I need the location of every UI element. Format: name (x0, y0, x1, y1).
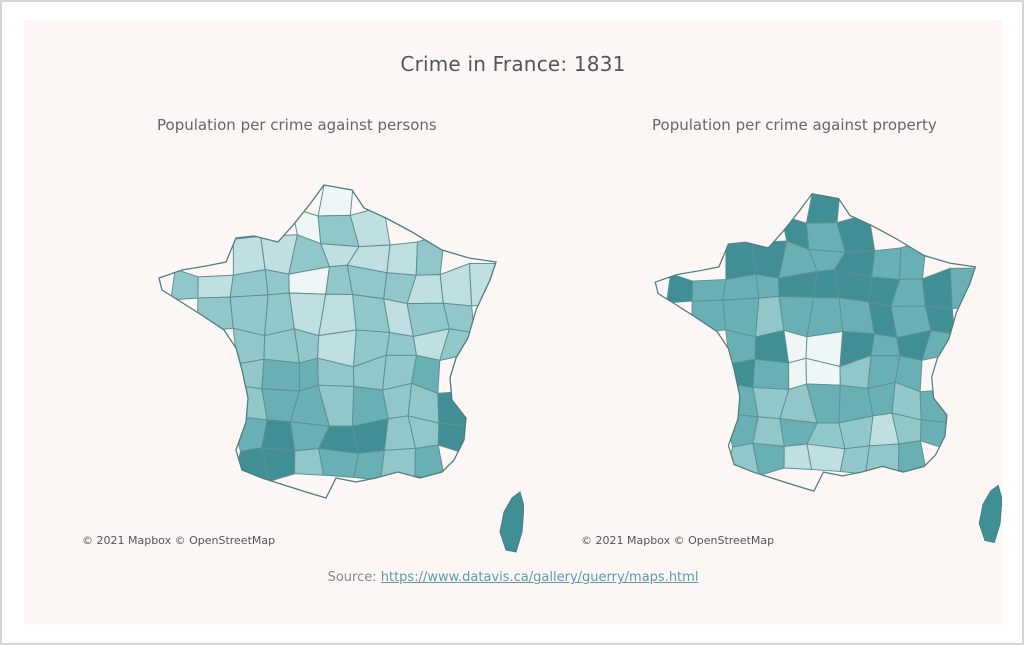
persons-map-department[interactable] (318, 447, 360, 478)
viz-panel: Crime in France: 1831 Population per cri… (24, 20, 1003, 624)
property-map-department[interactable] (839, 445, 870, 475)
property-map-department[interactable] (806, 443, 846, 472)
persons-map-department[interactable] (170, 268, 199, 301)
property-map-department[interactable] (870, 333, 901, 357)
property-map-title: Population per crime against property (652, 116, 937, 134)
property-choropleth-map[interactable] (622, 160, 1003, 560)
map-attribution-right: © 2021 Mapbox © OpenStreetMap (581, 534, 775, 547)
persons-map-department[interactable] (261, 419, 296, 452)
property-map-department[interactable] (806, 297, 844, 338)
property-map-department[interactable] (897, 440, 928, 477)
persons-map-department[interactable] (318, 293, 357, 337)
persons-map-coastline (158, 184, 497, 499)
persons-choropleth-map[interactable] (124, 160, 525, 560)
source-link[interactable]: https://www.datavis.ca/gallery/guerry/ma… (380, 570, 699, 585)
persons-map-department[interactable] (437, 390, 476, 428)
persons-map-title: Population per crime against persons (157, 116, 437, 134)
property-map-department[interactable] (919, 388, 957, 424)
persons-map-department[interactable] (415, 232, 446, 276)
property-map-department[interactable] (920, 419, 957, 452)
property-map-svg[interactable] (622, 160, 1003, 560)
property-map-department[interactable] (867, 381, 896, 417)
persons-map-department[interactable] (196, 296, 234, 332)
property-map-department[interactable] (752, 416, 785, 447)
property-map-departments[interactable] (666, 183, 986, 481)
persons-map-department[interactable] (439, 262, 473, 307)
property-map-coastline (654, 193, 977, 492)
persons-map-department[interactable] (261, 358, 301, 392)
dashboard-title: Crime in France: 1831 (400, 52, 626, 76)
source-line: Source: https://www.datavis.ca/gallery/g… (24, 570, 1002, 585)
property-map-department[interactable] (691, 278, 727, 302)
persons-map-departments[interactable] (170, 174, 507, 488)
source-prefix: Source: (327, 570, 381, 585)
property-map-corsica[interactable] (978, 484, 1003, 543)
persons-map-department[interactable] (353, 449, 385, 481)
property-map-department[interactable] (921, 267, 953, 310)
persons-map-department[interactable] (382, 382, 413, 420)
persons-map-svg[interactable] (124, 160, 525, 560)
persons-map-department[interactable] (197, 274, 234, 299)
property-map-department[interactable] (666, 273, 694, 304)
property-map-department[interactable] (871, 247, 902, 280)
persons-map-department[interactable] (264, 268, 290, 296)
property-map-department[interactable] (805, 183, 842, 224)
persons-map-department[interactable] (385, 331, 418, 356)
persons-map-department[interactable] (232, 235, 266, 276)
property-map-department[interactable] (755, 273, 780, 299)
property-map-department[interactable] (752, 358, 790, 390)
persons-map-department[interactable] (386, 241, 419, 276)
property-map-department[interactable] (899, 238, 928, 280)
persons-map-department[interactable] (437, 422, 476, 457)
persons-map-department[interactable] (317, 174, 355, 217)
persons-map-corsica[interactable] (499, 491, 525, 553)
persons-map-department[interactable] (414, 444, 446, 483)
property-map-department[interactable] (691, 299, 727, 334)
property-map-department[interactable] (725, 241, 757, 281)
property-map-department[interactable] (729, 358, 756, 388)
persons-map-department[interactable] (236, 358, 265, 390)
map-attribution-left: © 2021 Mapbox © OpenStreetMap (82, 534, 276, 547)
